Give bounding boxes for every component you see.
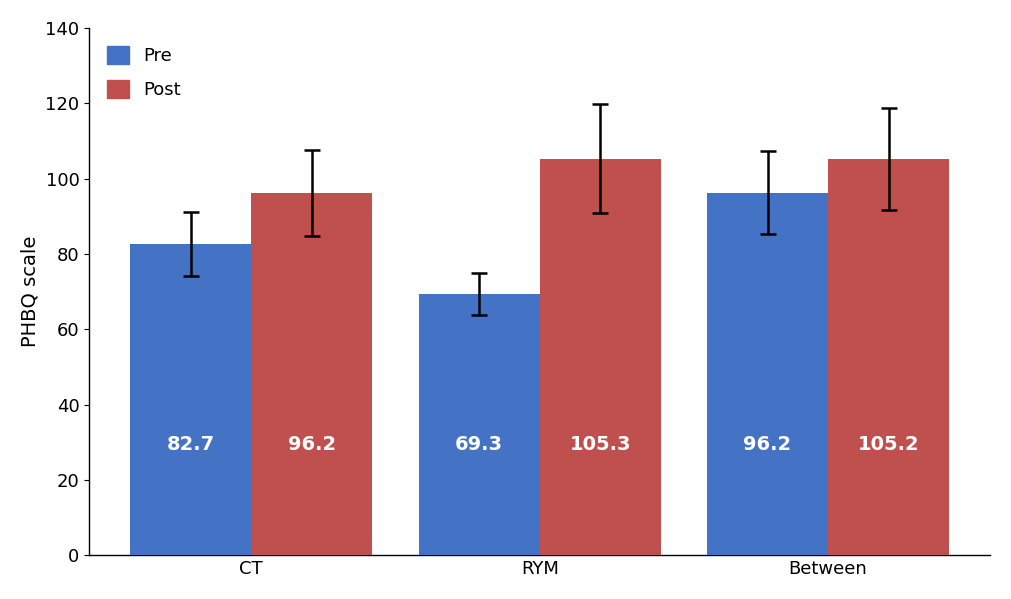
Bar [419, 294, 540, 555]
Text: 69.3: 69.3 [455, 435, 503, 453]
Bar [828, 159, 949, 555]
Text: 105.3: 105.3 [569, 435, 631, 453]
Text: 96.2: 96.2 [743, 435, 792, 453]
Text: 96.2: 96.2 [288, 435, 336, 453]
Text: 105.2: 105.2 [858, 435, 919, 453]
Bar [707, 193, 828, 555]
Text: 82.7: 82.7 [167, 435, 214, 453]
Legend: Pre, Post: Pre, Post [98, 37, 190, 108]
Bar [130, 244, 252, 555]
Y-axis label: PHBQ scale: PHBQ scale [21, 236, 39, 347]
Bar [540, 159, 661, 555]
Bar [252, 193, 372, 555]
